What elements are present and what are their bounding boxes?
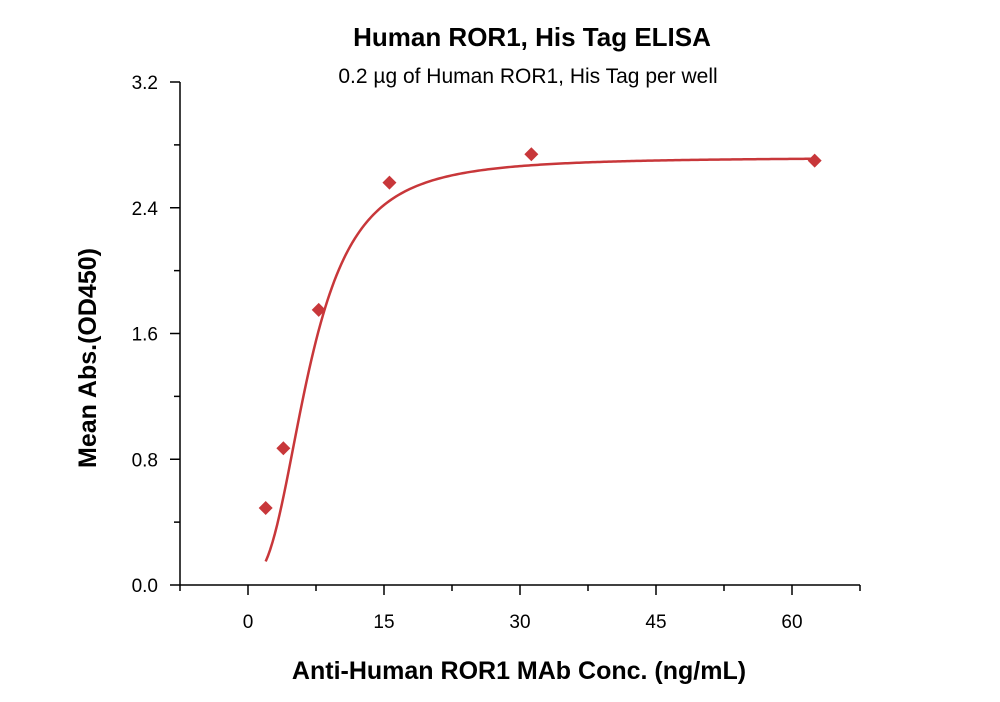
x-tick-label: 0 [243,612,254,633]
y-tick-label: 0.8 [132,450,158,471]
x-tick-label: 30 [509,612,530,633]
x-axis-label: Anti-Human ROR1 MAb Conc. (ng/mL) [292,657,746,685]
data-point-diamond [258,500,273,515]
x-tick-label: 60 [781,612,802,633]
x-tick-labels: 0 15 30 45 60 [243,612,803,633]
y-tick-label: 2.4 [132,199,159,220]
y-tick-labels: 0.0 0.8 1.6 2.4 3.2 [132,73,159,597]
x-tick-label: 15 [373,612,394,633]
data-point-diamond [276,441,291,456]
fit-curve [264,157,815,562]
chart-title: Human ROR1, His Tag ELISA [353,22,711,52]
chart-subtitle: 0.2 µg of Human ROR1, His Tag per well [338,65,717,88]
data-point-diamond [807,153,822,168]
y-tick-label: 3.2 [132,73,158,94]
y-tick-label: 0.0 [132,576,158,597]
data-point-diamond [311,302,326,317]
plot-axes [170,81,861,595]
y-tick-label: 1.6 [132,325,158,346]
x-tick-label: 45 [645,612,666,633]
data-points-layer [258,147,822,515]
data-point-diamond [524,147,539,162]
fit-curve-layer [264,157,815,562]
y-axis-label: Mean Abs.(OD450) [74,248,102,468]
data-point-diamond [382,175,397,190]
